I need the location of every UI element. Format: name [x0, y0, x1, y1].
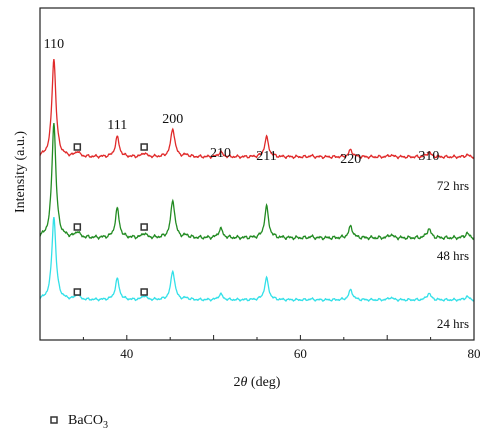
legend-symbol-open-square	[50, 416, 58, 424]
series-label-2: 48 hrs	[437, 248, 469, 263]
impurity-marker	[140, 223, 148, 231]
plot-frame	[39, 7, 475, 341]
impurity-marker	[140, 143, 148, 151]
peak-label-310: 310	[418, 149, 439, 164]
legend: BaCO3	[50, 413, 108, 431]
y-axis-title: Intensity (a.u.)	[13, 131, 28, 213]
x-tick-layer: 40 60 80	[39, 335, 481, 361]
impurity-marker	[73, 288, 82, 296]
series-layer	[39, 59, 475, 303]
peak-label-layer: 110 111 200 210 211 220 310	[44, 37, 440, 167]
peak-label-110: 110	[44, 37, 64, 52]
peak-label-211: 211	[256, 149, 276, 164]
series-label-3: 24 hrs	[437, 316, 469, 331]
impurity-marker	[73, 223, 82, 231]
series-label-layer: 72 hrs 48 hrs 24 hrs	[437, 178, 469, 331]
peak-label-200: 200	[162, 112, 183, 127]
x-axis-title: 2θ (deg)	[234, 375, 281, 390]
impurity-marker	[73, 143, 82, 151]
peak-label-111: 111	[107, 118, 127, 133]
x-tick-label: 40	[120, 346, 133, 361]
peak-label-210: 210	[210, 146, 231, 161]
impurity-marker-layer	[73, 143, 148, 296]
x-tick-label: 80	[468, 346, 481, 361]
impurity-marker	[140, 288, 148, 296]
series-line-1	[39, 59, 475, 160]
axis-layer	[39, 7, 475, 341]
series-line-2	[39, 123, 475, 241]
peak-label-220: 220	[340, 152, 361, 167]
series-label-1: 72 hrs	[437, 178, 469, 193]
legend-label: BaCO3	[68, 413, 108, 431]
series-line-3	[39, 216, 475, 303]
x-tick-label: 60	[294, 346, 307, 361]
